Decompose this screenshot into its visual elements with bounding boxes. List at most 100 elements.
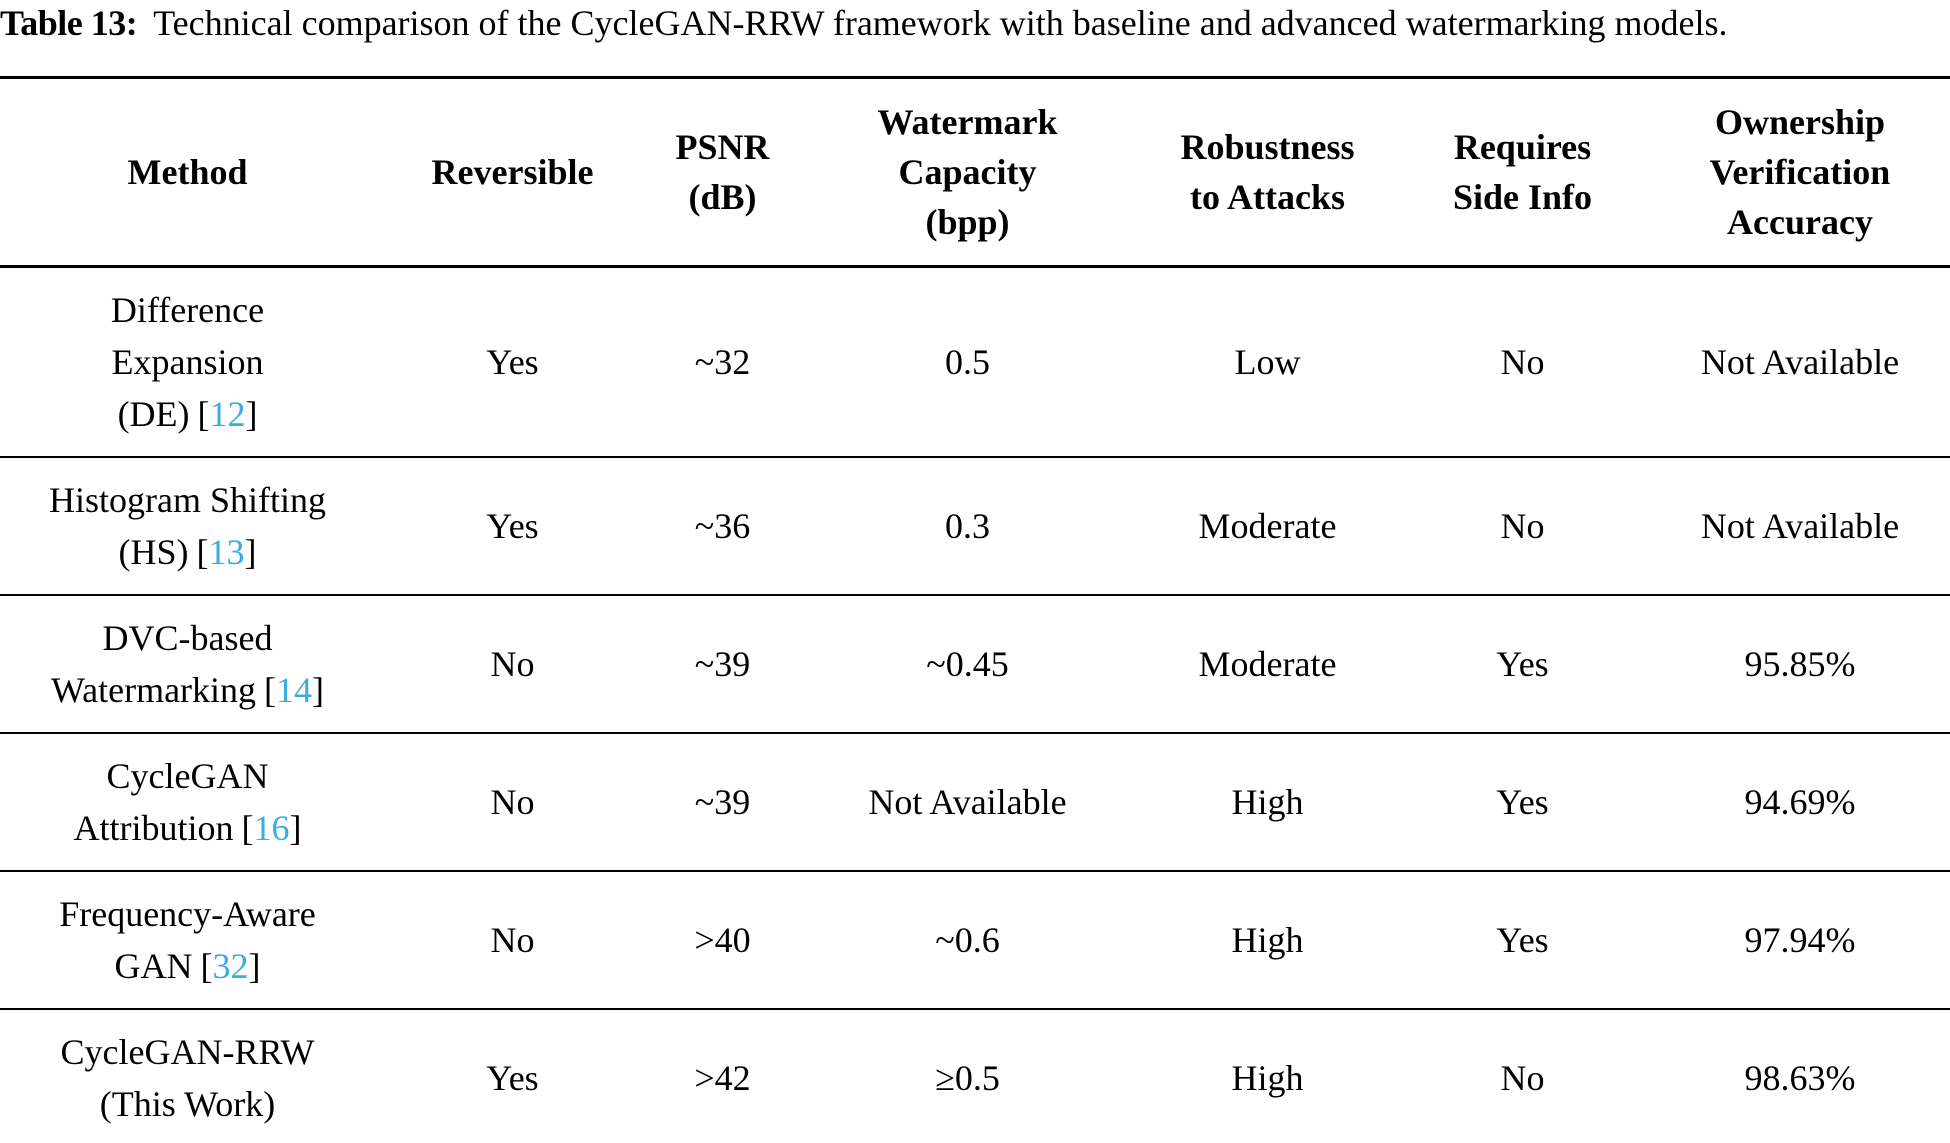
psnr-cell: ~39 [694,644,751,684]
citation-number[interactable]: 14 [275,670,312,710]
header-line: Reversible [431,152,594,192]
header-line: Verification [1709,152,1891,192]
header-line: Robustness [1180,127,1355,167]
method-line-text: GAN [114,946,193,986]
method-cell: DVC-based Watermarking [14] [0,595,375,733]
citation-bracket: [ [241,808,254,848]
table-row-cyclegan-rrw: CycleGAN-RRW (This Work) Yes >42 ≥0.5 Hi… [0,1009,1950,1143]
table-row-frequency-aware-gan: Frequency-Aware GAN [32] No >40 ~0.6 High… [0,871,1950,1009]
table-caption-text: Technical comparison of the CycleGAN-RRW… [153,3,1728,43]
accuracy-cell: 95.85% [1744,644,1856,684]
method-cell: Difference Expansion (DE) [12] [0,267,375,458]
capacity-cell: Not Available [868,782,1067,822]
citation-link[interactable]: [16] [241,808,301,848]
citation-bracket: [ [200,946,213,986]
citation-bracket: ] [245,394,258,434]
side-info-cell: No [1500,1058,1545,1098]
psnr-cell: ~32 [694,342,751,382]
col-header-watermark-capacity: Watermark Capacity (bpp) [795,78,1140,267]
table-row-cyclegan-attribution: CycleGAN Attribution [16] No ~39 Not Avai… [0,733,1950,871]
header-line: Method [127,152,248,192]
side-info-cell: No [1500,342,1545,382]
method-line: (DE) [12] [0,388,375,440]
table-row-dvc-watermarking: DVC-based Watermarking [14] No ~39 ~0.45 … [0,595,1950,733]
citation-link[interactable]: [14] [264,670,324,710]
header-row: Method Reversible PSNR (dB) Watermark Ca… [0,77,1950,267]
accuracy-cell: Not Available [1700,506,1900,546]
reversible-cell: No [490,782,535,822]
psnr-cell: ~39 [694,782,751,822]
citation-bracket: [ [196,532,209,572]
method-line-text: (HS) [118,532,189,572]
accuracy-cell: Not Available [1700,342,1900,382]
citation-bracket: ] [311,670,324,710]
table-caption-label: Table 13: [0,3,138,43]
table-row-histogram-shifting: Histogram Shifting (HS) [13] Yes ~36 0.3 … [0,457,1950,595]
citation-bracket: ] [244,532,257,572]
method-line: Histogram Shifting [49,480,326,520]
header-line: Ownership [1714,102,1886,142]
method-line: Difference [110,290,265,330]
col-header-robustness: Robustness to Attacks [1140,78,1395,267]
method-line: Frequency-Aware [59,894,316,934]
col-header-method: Method [0,78,375,267]
robustness-cell: High [1231,1058,1304,1098]
table-caption: Table 13: Technical comparison of the Cyc… [0,0,1950,46]
method-line: CycleGAN [106,756,269,796]
robustness-cell: Moderate [1198,644,1337,684]
col-header-side-info: Requires Side Info [1395,78,1650,267]
method-line: GAN [32] [0,940,375,992]
method-line: Attribution [16] [0,802,375,854]
reversible-cell: Yes [486,506,539,546]
method-line: (HS) [13] [0,526,375,578]
robustness-cell: High [1231,920,1304,960]
accuracy-cell: 97.94% [1744,920,1856,960]
method-line-text: Watermarking [51,670,257,710]
side-info-cell: Yes [1496,644,1549,684]
citation-link[interactable]: [13] [196,532,256,572]
citation-bracket: [ [197,394,210,434]
header-line: Accuracy [1727,202,1873,242]
method-cell: CycleGAN Attribution [16] [0,733,375,871]
method-line: Watermarking [14] [0,664,375,716]
citation-number[interactable]: 16 [253,808,290,848]
reversible-cell: No [490,920,535,960]
header-line: Side Info [1452,177,1593,217]
method-line: Expansion [111,342,264,382]
capacity-cell: ~0.45 [926,644,1009,684]
citation-link[interactable]: [12] [197,394,257,434]
citation-link[interactable]: [32] [200,946,260,986]
header-line: PSNR [675,127,770,167]
header-line: (dB) [688,177,757,217]
table-row-difference-expansion: Difference Expansion (DE) [12] Yes ~32 0.… [0,267,1950,458]
citation-bracket: [ [263,670,276,710]
reversible-cell: Yes [486,342,539,382]
robustness-cell: High [1231,782,1304,822]
psnr-cell: >40 [694,920,751,960]
robustness-cell: Low [1234,342,1301,382]
header-line: Requires [1453,127,1592,167]
col-header-psnr: PSNR (dB) [650,78,795,267]
citation-number[interactable]: 32 [212,946,249,986]
citation-number[interactable]: 12 [209,394,246,434]
capacity-cell: ≥0.5 [935,1058,1000,1098]
method-line-text: (DE) [117,394,190,434]
header-line: to Attacks [1190,177,1345,217]
comparison-table: Method Reversible PSNR (dB) Watermark Ca… [0,76,1950,1143]
reversible-cell: No [490,644,535,684]
side-info-cell: Yes [1496,782,1549,822]
side-info-cell: No [1500,506,1545,546]
citation-number[interactable]: 13 [208,532,245,572]
header-line: Capacity [898,152,1037,192]
capacity-cell: 0.3 [945,506,990,546]
citation-bracket: ] [248,946,261,986]
reversible-cell: Yes [486,1058,539,1098]
method-cell: CycleGAN-RRW (This Work) [0,1009,375,1143]
col-header-ownership-accuracy: Ownership Verification Accuracy [1650,78,1950,267]
header-line: Watermark [877,102,1058,142]
psnr-cell: ~36 [694,506,751,546]
accuracy-cell: 98.63% [1744,1058,1856,1098]
method-line: DVC-based [102,618,273,658]
capacity-cell: ~0.6 [935,920,1000,960]
